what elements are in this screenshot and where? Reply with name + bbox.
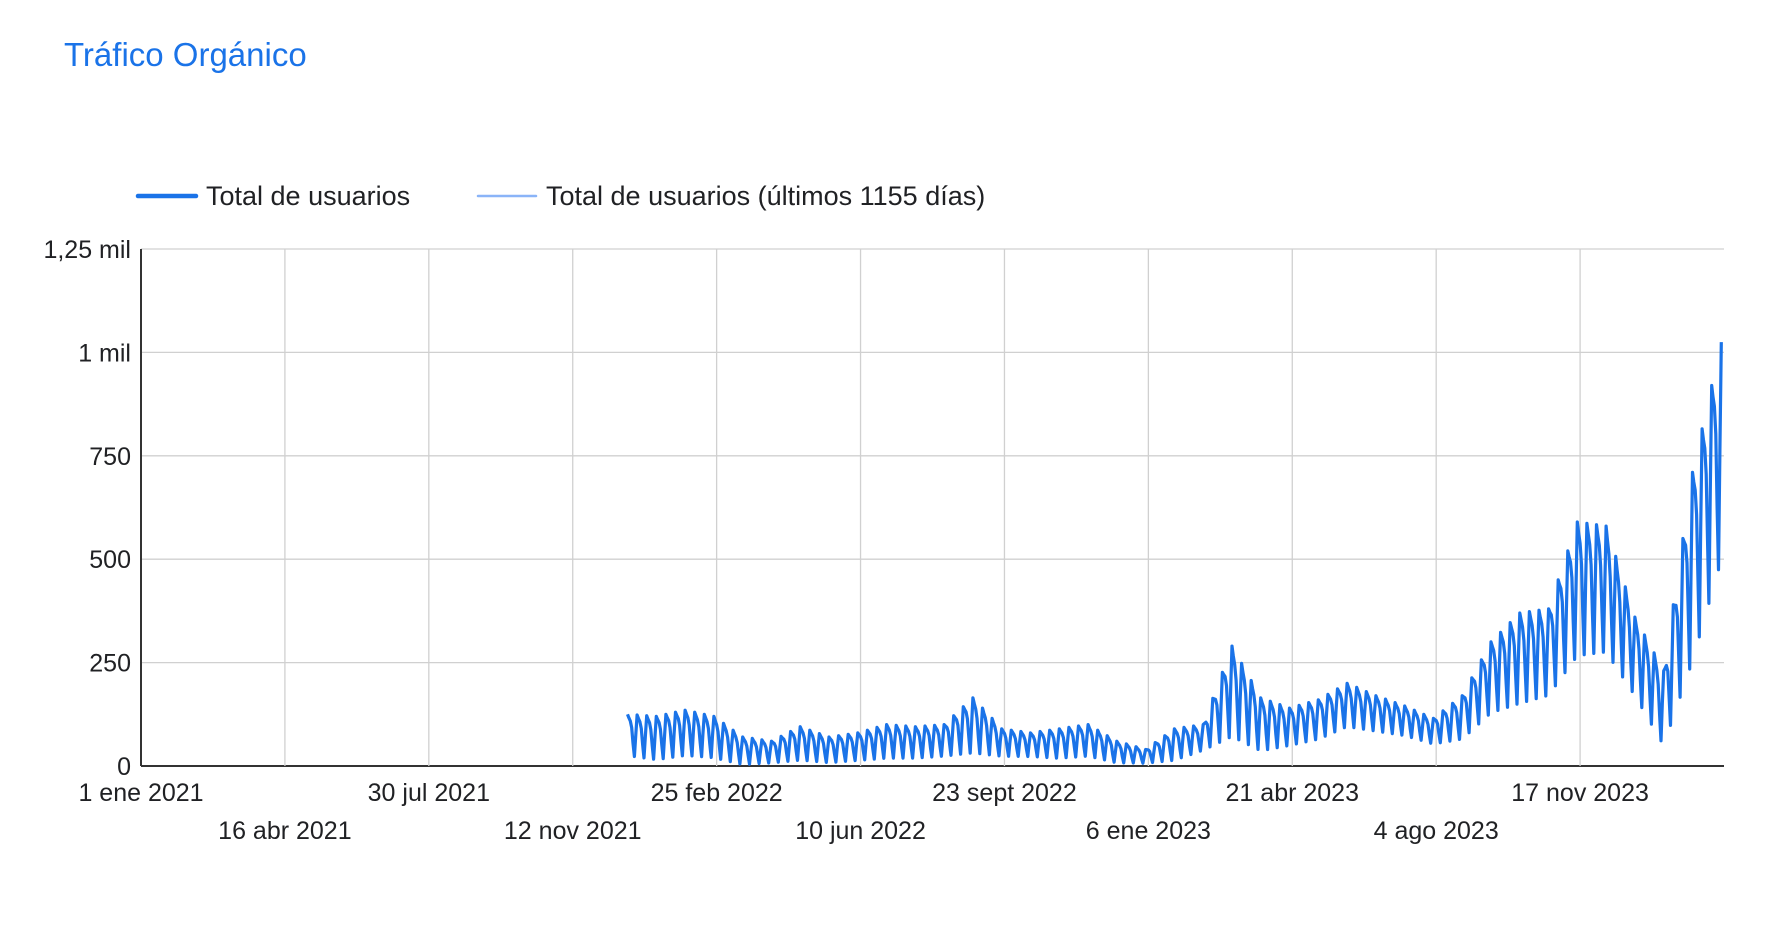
x-tick-label: 23 sept 2022 — [932, 779, 1077, 807]
y-tick-label: 250 — [89, 650, 131, 678]
x-tick-label: 6 ene 2023 — [1086, 817, 1211, 845]
series-line-total-de-usuarios — [626, 342, 1723, 766]
x-axis-labels: 1 ene 2021 16 abr 2021 30 jul 2021 12 nov 2… — [78, 779, 1648, 845]
legend: Total de usuarios Total de usuarios (últi… — [135, 181, 985, 211]
x-tick-label: 4 ago 2023 — [1374, 817, 1499, 845]
y-tick-label: 750 — [89, 443, 131, 471]
y-tick-label: 1,25 mil — [43, 236, 131, 264]
legend-label: Total de usuarios — [206, 181, 410, 211]
y-axis-labels: 0 250 500 750 1 mil 1,25 mil — [43, 236, 131, 781]
legend-label: Total de usuarios (últimos 1155 días) — [546, 181, 985, 211]
series-layer — [626, 342, 1723, 766]
x-tick-label: 16 abr 2021 — [218, 817, 351, 845]
x-tick-label: 10 jun 2022 — [795, 817, 926, 845]
x-tick-label: 21 abr 2023 — [1226, 779, 1359, 807]
grid-lines — [140, 248, 1724, 767]
x-tick-label: 12 nov 2021 — [504, 817, 642, 845]
y-tick-label: 1 mil — [78, 339, 131, 367]
chart-title: Tráfico Orgánico — [64, 36, 307, 73]
x-tick-label: 17 nov 2023 — [1511, 779, 1649, 807]
x-tick-label: 30 jul 2021 — [368, 779, 490, 807]
y-tick-label: 500 — [89, 546, 131, 574]
x-tick-label: 25 feb 2022 — [651, 779, 783, 807]
y-tick-label: 0 — [117, 753, 131, 781]
x-tick-label: 1 ene 2021 — [78, 779, 203, 807]
